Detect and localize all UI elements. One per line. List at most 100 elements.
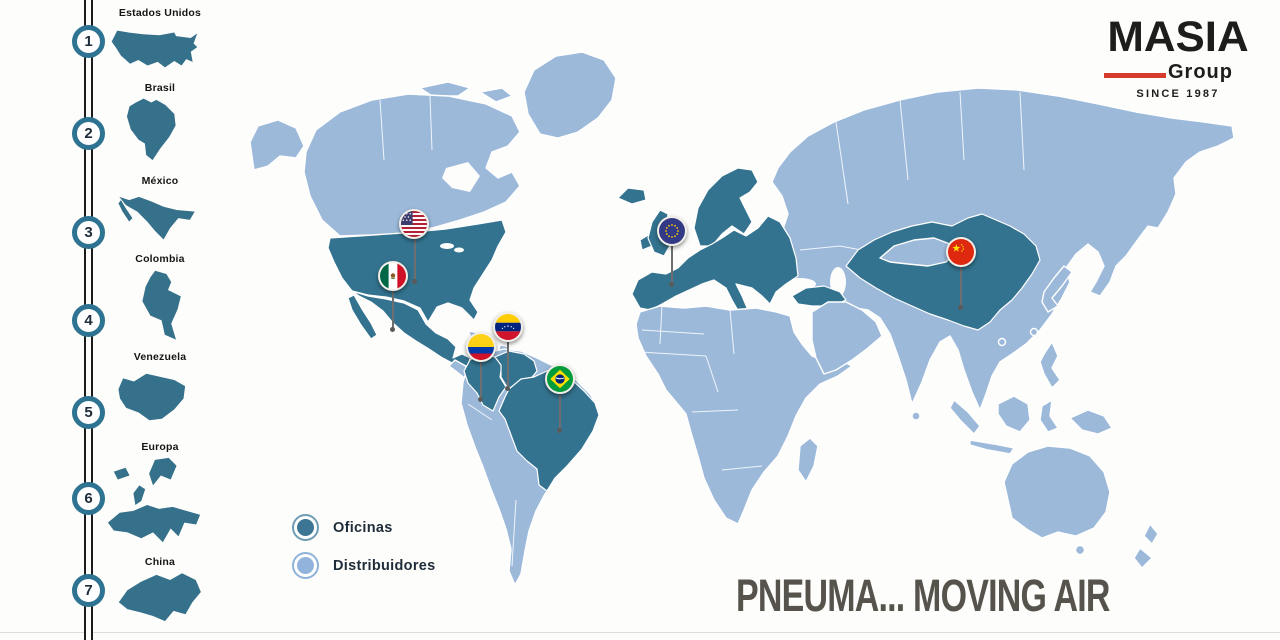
sidebar-label-china: China (144, 556, 176, 568)
scandinavia-region (693, 167, 759, 247)
venezuela-flag-pin[interactable] (493, 312, 523, 342)
java-region (969, 439, 1015, 455)
china-map-icon (118, 573, 201, 622)
number-label: 6 (84, 490, 93, 507)
logo-subtitle: Group (1168, 61, 1233, 83)
sidebar-number-6: 6 (72, 482, 105, 515)
sidebar-label-europa: Europa (141, 441, 179, 453)
number-label: 7 (84, 582, 93, 599)
sidebar-label-colombia: Colombia (135, 253, 185, 265)
mexico-flag-icon (380, 263, 406, 289)
brazil-flag-icon (547, 366, 573, 392)
mexico-flag-pin[interactable] (378, 261, 408, 291)
europa-map-icon (107, 457, 201, 543)
european-union-flag-icon (659, 218, 685, 244)
usa-flag-icon (401, 211, 427, 237)
brasil-map-icon (126, 98, 176, 161)
sidebar-number-3: 3 (72, 216, 105, 249)
sulawesi-region (1039, 399, 1059, 433)
sidebar-label-brasil: Brasil (144, 82, 176, 94)
hainan-region (997, 337, 1007, 347)
number-label: 3 (84, 224, 93, 241)
colombia-pin-stem (480, 361, 482, 398)
legend-item-oficinas[interactable]: Oficinas (292, 514, 436, 541)
slogan-text: PNEUMA... MOVING AIR (736, 571, 1110, 622)
turkey-region (791, 285, 847, 307)
sidebar-number-1: 1 (72, 25, 105, 58)
usa-pin-stem (414, 238, 416, 280)
usa-pin-dot (412, 279, 417, 284)
mexico-pin-dot (390, 327, 395, 332)
china-region (845, 213, 1041, 331)
europe-mainland-region (631, 215, 799, 315)
taiwan-region (1029, 327, 1039, 337)
legend-label: Distribuidores (333, 557, 436, 574)
madagascar-region (797, 437, 819, 483)
logo-red-underline (1104, 73, 1166, 78)
iceland-region (617, 187, 647, 205)
china-flag-pin[interactable] (946, 237, 976, 267)
sidebar-label-estados-unidos: Estados Unidos (118, 7, 202, 19)
arctic-islands-2 (479, 87, 513, 103)
greenland-region (523, 51, 617, 139)
bottom-edge-line (0, 632, 1280, 633)
oficinas-swatch-icon (292, 514, 319, 541)
sidebar-label-venezuela: Venezuela (133, 351, 187, 363)
mexico-map-icon (118, 196, 195, 240)
borneo-region (997, 395, 1031, 433)
tasmania-region (1074, 544, 1086, 556)
baja-california (347, 294, 378, 340)
venezuela-pin-dot (505, 386, 510, 391)
arctic-islands (419, 81, 471, 97)
number-label: 1 (84, 33, 93, 50)
new-zealand-south (1133, 547, 1153, 569)
colombia-pin-dot (478, 397, 483, 402)
map-legend: Oficinas Distribuidores (292, 514, 436, 590)
distribuidores-swatch-icon (292, 552, 319, 579)
number-label: 5 (84, 404, 93, 421)
number-label: 4 (84, 312, 93, 329)
venezuela-map-icon (118, 373, 186, 421)
colombia-map-icon (142, 270, 181, 340)
sidebar-number-2: 2 (72, 117, 105, 150)
colombia-flag-icon (468, 334, 494, 360)
china-pin-dot (958, 305, 963, 310)
philippines-region (1039, 341, 1061, 389)
sidebar-label-mexico: México (141, 175, 179, 187)
logo-tagline: SINCE 1987 (1136, 88, 1220, 100)
masia-group-logo: MASIA Group SINCE 1987 (1104, 16, 1252, 100)
legend-item-distribuidores[interactable]: Distribuidores (292, 552, 436, 579)
estados-unidos-map-icon (111, 30, 198, 68)
canada-region (303, 93, 521, 237)
number-label: 2 (84, 125, 93, 142)
alaska-region (249, 119, 305, 171)
new-guinea-region (1069, 409, 1113, 435)
new-zealand-north (1143, 523, 1159, 545)
venezuela-pin-stem (507, 341, 509, 387)
venezuela-flag-icon (495, 314, 521, 340)
black-sea (784, 278, 816, 290)
sidebar-number-7: 7 (72, 574, 105, 607)
china-flag-icon (948, 239, 974, 265)
european-union-flag-pin[interactable] (657, 216, 687, 246)
colombia-flag-pin[interactable] (466, 332, 496, 362)
brazil-pin-stem (559, 393, 561, 429)
australia-region (1003, 445, 1111, 539)
sri-lanka-region (911, 411, 921, 421)
brazil-pin-dot (557, 428, 562, 433)
africa-region (635, 305, 853, 525)
logo-title: MASIA (1107, 13, 1249, 61)
sumatra-region (949, 399, 981, 435)
sidebar-number-4: 4 (72, 304, 105, 337)
japan-region (1041, 265, 1073, 313)
usa-flag-pin[interactable] (399, 209, 429, 239)
legend-label: Oficinas (333, 519, 393, 536)
arabia-region (811, 301, 883, 375)
europe-pin-dot (669, 282, 674, 287)
europe-pin-stem (671, 245, 673, 283)
brazil-flag-pin[interactable] (545, 364, 575, 394)
sidebar-number-5: 5 (72, 396, 105, 429)
mexico-pin-stem (392, 290, 394, 328)
